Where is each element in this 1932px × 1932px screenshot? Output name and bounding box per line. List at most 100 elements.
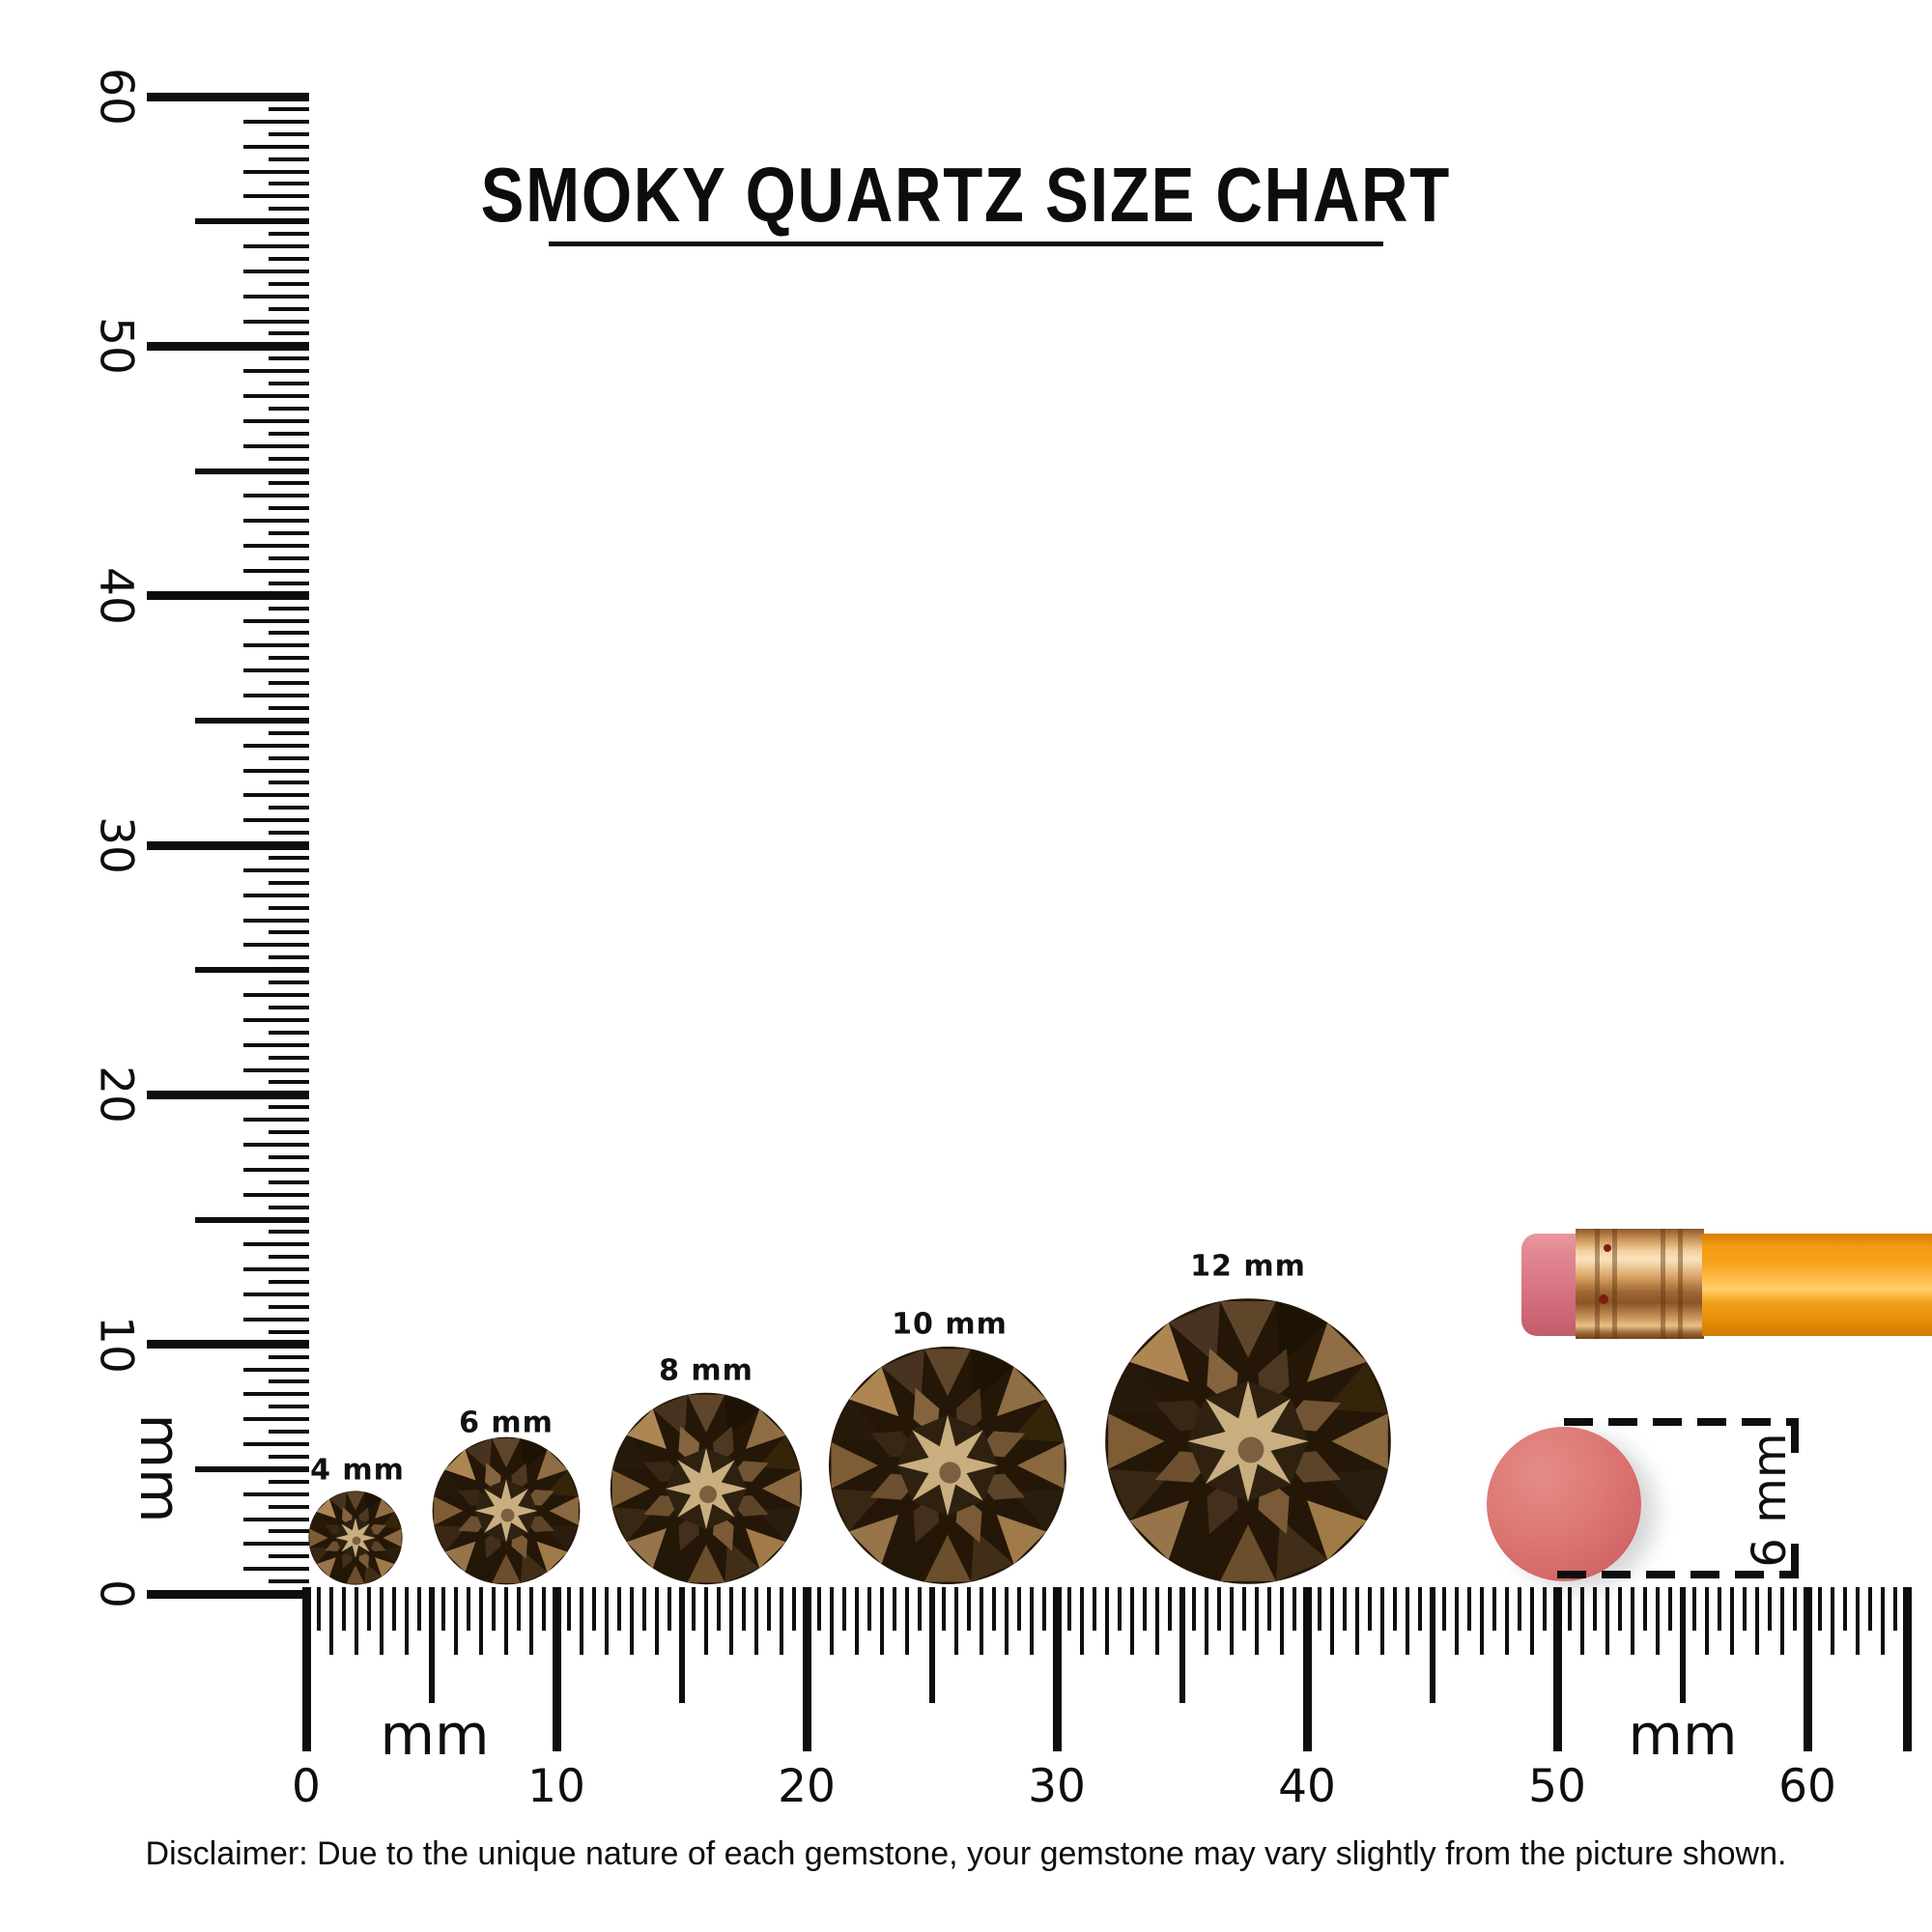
horizontal-ruler-tick (1104, 1587, 1109, 1655)
vertical-ruler-tick (269, 1055, 309, 1060)
horizontal-ruler-tick (1743, 1587, 1747, 1631)
horizontal-ruler-tick (1217, 1587, 1222, 1631)
vertical-ruler-tick (269, 1454, 309, 1459)
horizontal-ruler-tick (692, 1587, 696, 1631)
page-title: SMOKY QUARTZ SIZE CHART (0, 151, 1932, 240)
vertical-ruler-tick (243, 694, 309, 697)
vertical-ruler-tick (269, 1354, 309, 1359)
horizontal-ruler-tick (1230, 1587, 1235, 1655)
horizontal-ruler-tick (1780, 1587, 1785, 1655)
vertical-ruler-tick (243, 294, 309, 298)
page-title-text: SMOKY QUARTZ SIZE CHART (480, 152, 1452, 238)
horizontal-ruler-tick (802, 1587, 811, 1751)
vertical-ruler-tick (243, 993, 309, 997)
horizontal-ruler-tick (479, 1587, 484, 1655)
vertical-ruler-number: 0 (89, 1579, 143, 1608)
horizontal-ruler-tick (1552, 1587, 1562, 1751)
vertical-ruler-tick (243, 169, 309, 174)
vertical-ruler-tick (243, 1517, 309, 1521)
vertical-ruler-tick (147, 341, 309, 351)
vertical-ruler-tick (243, 918, 309, 923)
gem-illustration-10mm (828, 1346, 1067, 1585)
vertical-ruler-tick (243, 319, 309, 324)
horizontal-ruler-tick (1855, 1587, 1860, 1655)
vertical-ruler-tick (269, 705, 309, 710)
vertical-ruler-tick (147, 1090, 309, 1099)
vertical-ruler-tick (269, 1504, 309, 1509)
vertical-ruler-tick (269, 1255, 309, 1260)
horizontal-ruler-tick (566, 1587, 571, 1631)
horizontal-ruler-tick (1768, 1587, 1773, 1631)
horizontal-ruler-tick (1342, 1587, 1347, 1631)
vertical-ruler-tick (269, 1205, 309, 1209)
horizontal-ruler-tick (591, 1587, 596, 1631)
vertical-ruler-tick (243, 1367, 309, 1372)
vertical-ruler-tick (243, 1317, 309, 1321)
vertical-ruler-tick (243, 119, 309, 124)
horizontal-ruler-tick (1205, 1587, 1209, 1655)
horizontal-ruler-tick (1692, 1587, 1697, 1631)
horizontal-ruler-tick (1052, 1587, 1062, 1751)
gem-illustration-8mm (610, 1392, 803, 1585)
horizontal-ruler-tick (552, 1587, 561, 1751)
horizontal-ruler-tick (428, 1587, 435, 1703)
vertical-ruler-number: 50 (89, 317, 143, 376)
vertical-ruler-tick (269, 156, 309, 161)
vertical-ruler-tick (269, 855, 309, 860)
vertical-ruler-tick (243, 1567, 309, 1572)
horizontal-ruler-tick (1730, 1587, 1735, 1655)
horizontal-ruler-tick (1903, 1587, 1913, 1751)
vertical-ruler-tick (243, 1192, 309, 1197)
horizontal-ruler-tick (641, 1587, 646, 1631)
horizontal-ruler-tick (341, 1587, 346, 1631)
vertical-ruler-tick (269, 1430, 309, 1435)
vertical-ruler-tick (269, 1304, 309, 1309)
horizontal-ruler-tick (1718, 1587, 1722, 1631)
vertical-ruler-tick (269, 1579, 309, 1584)
vertical-ruler-tick (243, 244, 309, 248)
horizontal-ruler-tick (1129, 1587, 1134, 1655)
horizontal-ruler-tick (667, 1587, 671, 1631)
vertical-ruler-tick (243, 643, 309, 648)
horizontal-ruler-tick (1480, 1587, 1485, 1655)
vertical-ruler-tick (269, 631, 309, 636)
horizontal-ruler-tick (928, 1587, 935, 1703)
vertical-ruler-tick (243, 768, 309, 773)
vertical-ruler-tick (147, 591, 309, 601)
horizontal-ruler-tick (1092, 1587, 1096, 1631)
horizontal-ruler-tick (1667, 1587, 1672, 1631)
vertical-ruler-number: 60 (89, 68, 143, 126)
horizontal-ruler-tick (1329, 1587, 1334, 1655)
horizontal-ruler-tick (1066, 1587, 1071, 1631)
horizontal-ruler-tick (416, 1587, 421, 1631)
horizontal-ruler-tick (1617, 1587, 1622, 1631)
vertical-ruler-tick (243, 1242, 309, 1247)
vertical-ruler-tick (243, 1267, 309, 1272)
horizontal-ruler-tick (717, 1587, 722, 1631)
vertical-ruler-tick (269, 755, 309, 760)
horizontal-ruler-tick (1442, 1587, 1447, 1631)
vertical-ruler-number: 10 (89, 1315, 143, 1374)
horizontal-ruler-tick (1192, 1587, 1197, 1631)
horizontal-ruler-tick (1255, 1587, 1260, 1655)
vertical-ruler-tick (269, 930, 309, 935)
horizontal-ruler-tick (954, 1587, 959, 1655)
gem-illustration-4mm (308, 1491, 403, 1585)
horizontal-ruler-tick (742, 1587, 747, 1631)
horizontal-ruler-tick (678, 1587, 685, 1703)
disclaimer-text: Disclaimer: Due to the unique nature of … (145, 1835, 1787, 1872)
horizontal-ruler-tick (1655, 1587, 1660, 1655)
vertical-ruler-tick (243, 144, 309, 149)
title-underline (549, 242, 1383, 246)
vertical-ruler-tick (243, 1118, 309, 1122)
vertical-ruler-tick (243, 269, 309, 273)
vertical-ruler-tick (269, 1005, 309, 1009)
vertical-ruler-tick (147, 1340, 309, 1350)
pencil-ferrule (1576, 1229, 1704, 1339)
vertical-ruler-tick (243, 394, 309, 398)
horizontal-ruler-tick (629, 1587, 634, 1655)
vertical-ruler-tick (269, 1130, 309, 1135)
horizontal-ruler-tick (1354, 1587, 1359, 1655)
vertical-ruler-tick (243, 1492, 309, 1496)
vertical-ruler-tick (243, 1417, 309, 1422)
